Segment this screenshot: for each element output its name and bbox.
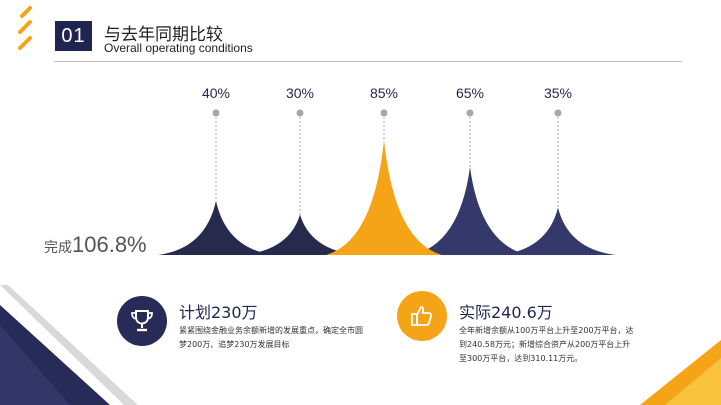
leader-dot [554, 109, 562, 117]
leader-dot [380, 109, 388, 117]
header-stripes-decoration [18, 6, 32, 50]
page-subtitle: Overall operating conditions [104, 41, 253, 55]
plan-title: 计划230万 [179, 303, 258, 322]
plan-description: 紧紧围绕金融业务余额新增的发展重点，确定全市圆梦200万、追梦230万发展目标 [179, 326, 363, 349]
peak-mark [158, 200, 274, 255]
leader-dot [296, 109, 304, 117]
leader-dot [212, 109, 220, 117]
data-label: 30% [286, 85, 314, 101]
corner-decoration-left [0, 285, 138, 405]
trophy-icon [117, 296, 167, 346]
actual-description: 全年新增余额从100万平台上升至200万平台，达到240.58万元；新增综合资产… [459, 326, 634, 363]
data-label: 35% [544, 85, 572, 101]
header-divider [54, 61, 682, 62]
corner-decoration-right [640, 340, 721, 405]
data-label: 85% [370, 85, 398, 101]
data-label: 40% [202, 85, 230, 101]
page-title: 与去年同期比较 [104, 25, 223, 45]
completion-label: 完成 [44, 240, 72, 256]
peak-mark [326, 140, 442, 255]
actual-title: 实际240.6万 [459, 303, 553, 322]
peak-mark [500, 207, 616, 255]
completion-value: 106.8% [72, 232, 147, 257]
peak-mark [242, 214, 358, 255]
completion-rate: 完成106.8% [44, 232, 147, 258]
peak-mark [412, 167, 528, 255]
leader-dot [466, 109, 474, 117]
data-label: 65% [456, 85, 484, 101]
section-number-badge: 01 [55, 21, 92, 51]
thumbs-up-icon [397, 291, 447, 341]
